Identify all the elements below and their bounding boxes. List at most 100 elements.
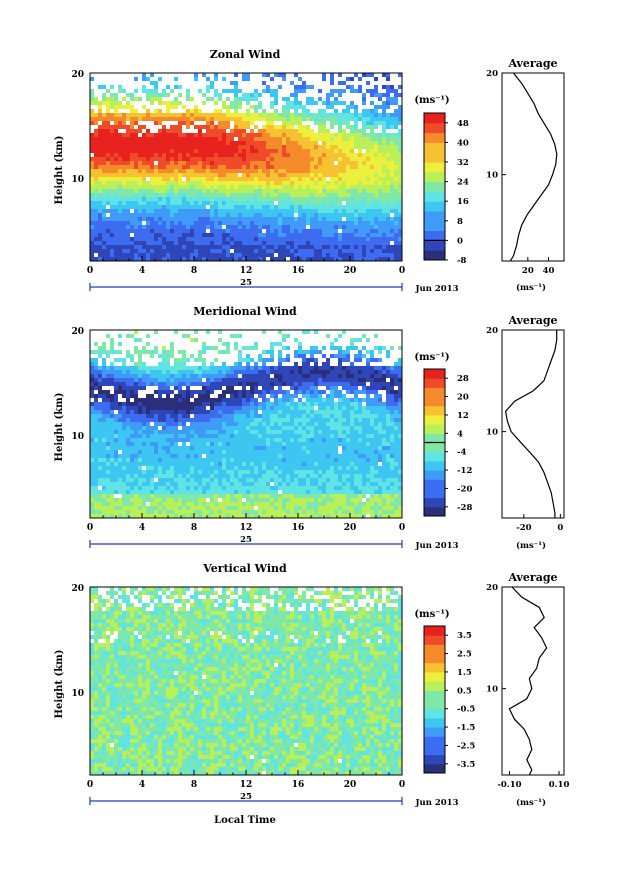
heatmap-cell xyxy=(354,189,359,194)
heatmap-cell xyxy=(138,366,143,371)
heatmap-cell xyxy=(114,370,119,375)
heatmap-cell xyxy=(170,338,175,343)
heatmap-cell xyxy=(270,185,275,190)
heatmap-cell xyxy=(166,205,171,210)
heatmap-cell xyxy=(198,201,203,206)
heatmap-cell xyxy=(210,253,215,258)
heatmap-cell xyxy=(310,334,315,339)
heatmap-cell xyxy=(174,209,179,214)
heatmap-cell xyxy=(98,350,103,355)
heatmap-cell xyxy=(138,221,143,226)
heatmap-cell xyxy=(386,129,391,134)
heatmap-cell xyxy=(262,229,267,234)
heatmap-cell xyxy=(286,145,291,150)
heatmap-cell xyxy=(334,350,339,355)
heatmap-cell xyxy=(146,121,151,126)
heatmap-cell xyxy=(282,177,287,182)
heatmap-cell xyxy=(142,330,147,335)
heatmap-cell xyxy=(298,153,303,158)
heatmap-cell xyxy=(354,366,359,371)
heatmap-cell xyxy=(238,189,243,194)
heatmap-cell xyxy=(322,386,327,391)
heatmap-cell xyxy=(198,81,203,86)
heatmap-cell xyxy=(266,205,271,210)
heatmap-cell xyxy=(126,117,131,122)
heatmap-cell xyxy=(282,217,287,222)
heatmap-cell xyxy=(146,193,151,198)
heatmap-cell xyxy=(134,362,139,367)
heatmap-cell xyxy=(286,133,291,138)
heatmap-cell xyxy=(170,221,175,226)
heatmap-cell xyxy=(130,185,135,190)
heatmap-cell xyxy=(318,113,323,118)
heatmap-cell xyxy=(186,225,191,230)
heatmap-cell xyxy=(122,205,127,210)
heatmap-cell xyxy=(310,249,315,254)
heatmap-cell xyxy=(146,125,151,130)
heatmap-cell xyxy=(242,209,247,214)
heatmap-cell xyxy=(138,97,143,102)
heatmap-cell xyxy=(202,173,207,178)
heatmap-cell xyxy=(170,213,175,218)
heatmap-cell xyxy=(190,229,195,234)
heatmap-cell xyxy=(254,137,259,142)
heatmap-cell xyxy=(174,386,179,391)
heatmap-cell xyxy=(350,378,355,383)
heatmap-cell xyxy=(182,129,187,134)
heatmap-cell xyxy=(310,157,315,162)
heatmap-cell xyxy=(206,97,211,102)
heatmap-cell xyxy=(186,197,191,202)
heatmap-cell xyxy=(130,221,135,226)
heatmap-cell xyxy=(270,93,275,98)
heatmap-cell xyxy=(250,334,255,339)
heatmap-cell xyxy=(282,169,287,174)
heatmap-cell xyxy=(254,153,259,158)
heatmap-cell xyxy=(354,213,359,218)
heatmap-cell xyxy=(202,342,207,347)
heatmap-cell xyxy=(98,141,103,146)
heatmap-cell xyxy=(154,213,159,218)
heatmap-cell xyxy=(330,145,335,150)
heatmap-cell xyxy=(150,374,155,379)
heatmap-cell xyxy=(98,217,103,222)
heatmap-cell xyxy=(382,225,387,230)
heatmap-cell xyxy=(366,233,371,238)
heatmap-cell xyxy=(318,354,323,359)
heatmap-cell xyxy=(142,113,147,118)
heatmap-cell xyxy=(322,137,327,142)
heatmap-cell xyxy=(130,85,135,90)
heatmap-cell xyxy=(238,157,243,162)
heatmap-cell xyxy=(362,113,367,118)
heatmap-cell xyxy=(94,378,99,383)
heatmap-cell xyxy=(298,113,303,118)
heatmap-cell xyxy=(366,225,371,230)
heatmap-cell xyxy=(110,253,115,258)
heatmap-cell xyxy=(118,330,123,335)
heatmap-cell xyxy=(142,249,147,254)
heatmap-cell xyxy=(246,338,251,343)
heatmap-cell xyxy=(94,149,99,154)
heatmap-cell xyxy=(206,213,211,218)
heatmap-cell xyxy=(170,169,175,174)
heatmap-cell xyxy=(238,366,243,371)
heatmap-cell xyxy=(170,249,175,254)
heatmap-cell xyxy=(314,350,319,355)
heatmap-cell xyxy=(398,338,403,343)
heatmap-cell xyxy=(106,189,111,194)
heatmap-cell xyxy=(350,129,355,134)
heatmap-cell xyxy=(330,245,335,250)
heatmap-cell xyxy=(330,97,335,102)
heatmap-cell xyxy=(234,253,239,258)
heatmap-cell xyxy=(158,245,163,250)
heatmap-cell xyxy=(362,241,367,246)
heatmap-cell xyxy=(266,350,271,355)
heatmap-cell xyxy=(370,386,375,391)
heatmap-cell xyxy=(122,370,127,375)
heatmap-cell xyxy=(194,358,199,363)
heatmap-cell xyxy=(110,241,115,246)
heatmap-cell xyxy=(298,97,303,102)
heatmap-cell xyxy=(134,129,139,134)
heatmap-cell xyxy=(314,342,319,347)
heatmap-cell xyxy=(322,346,327,351)
heatmap-cell xyxy=(390,133,395,138)
